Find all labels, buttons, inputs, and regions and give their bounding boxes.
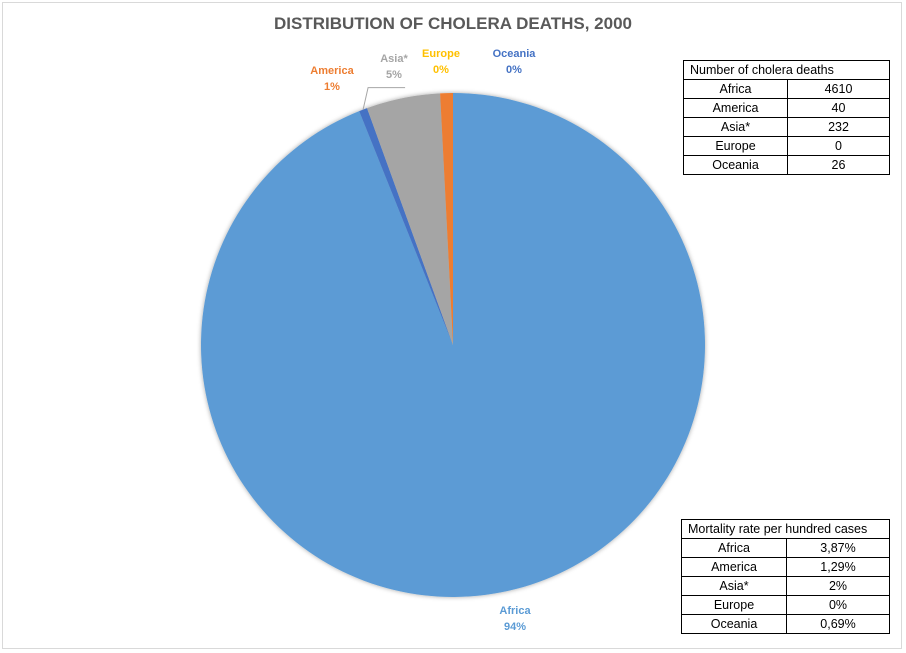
slice-label-asia: Asia* 5% — [380, 53, 408, 81]
table-row: Asia* 2% — [680, 576, 890, 596]
table-row: Europe 0 — [683, 136, 890, 156]
table-cell-value: 232 — [787, 117, 890, 137]
slice-label-percent: 5% — [386, 69, 402, 81]
leader-line-oceania — [362, 87, 406, 110]
slice-label-name: Africa — [499, 605, 531, 617]
table-cell-region: Oceania — [683, 155, 788, 175]
deaths-table: Number of cholera deaths Africa 4610 Ame… — [683, 60, 890, 175]
leader-lines — [362, 87, 406, 110]
table-cell-region: Africa — [683, 79, 788, 99]
table-row: Europe 0% — [680, 595, 890, 615]
table-cell-region: Europe — [680, 595, 788, 615]
slice-label-name: Oceania — [493, 48, 537, 60]
slice-label-percent: 0% — [433, 64, 449, 76]
table-row: Africa 4610 — [683, 79, 890, 99]
slice-label-america: America 1% — [310, 65, 354, 93]
pie-slice-oceania — [359, 108, 453, 345]
table-cell-value: 4610 — [787, 79, 890, 99]
mortality-table-header: Mortality rate per hundred cases — [681, 519, 890, 539]
table-cell-value: 3,87% — [786, 538, 890, 558]
table-cell-region: Asia* — [683, 117, 788, 137]
table-row: Africa 3,87% — [680, 538, 890, 558]
slice-label-name: Asia* — [380, 53, 408, 65]
table-row: Oceania 26 — [683, 155, 890, 175]
slice-label-name: America — [310, 65, 354, 77]
pie-slices — [201, 93, 706, 597]
slice-label-oceania: Oceania 0% — [493, 48, 537, 76]
table-row: Oceania 0,69% — [680, 614, 890, 634]
table-cell-region: Europe — [683, 136, 788, 156]
table-header-row: Mortality rate per hundred cases — [681, 519, 890, 539]
slice-label-africa: Africa 94% — [499, 605, 531, 633]
pie-slice-america — [440, 93, 453, 345]
deaths-table-header: Number of cholera deaths — [683, 60, 890, 80]
slice-label-name: Europe — [422, 48, 460, 60]
slice-labels: Africa 94%America 1%Asia* 5%Europe 0%Oceania… — [310, 48, 536, 633]
slice-label-europe: Europe 0% — [422, 48, 460, 76]
chart-title: DISTRIBUTION OF CHOLERA DEATHS, 2000 — [274, 14, 632, 33]
slice-label-percent: 0% — [506, 64, 522, 76]
table-row: Asia* 232 — [683, 117, 890, 137]
table-cell-region: America — [683, 98, 788, 118]
table-cell-value: 26 — [787, 155, 890, 175]
table-cell-region: Africa — [680, 538, 788, 558]
slice-label-percent: 94% — [504, 621, 526, 633]
table-cell-region: Asia* — [680, 576, 788, 596]
table-header-row: Number of cholera deaths — [683, 60, 890, 80]
pie-slice-asia — [367, 93, 453, 346]
table-cell-region: Oceania — [680, 614, 788, 634]
table-row: America 1,29% — [680, 557, 890, 577]
table-cell-value: 2% — [786, 576, 890, 596]
table-cell-value: 1,29% — [786, 557, 890, 577]
table-cell-value: 40 — [787, 98, 890, 118]
table-row: America 40 — [683, 98, 890, 118]
mortality-table: Mortality rate per hundred cases Africa … — [680, 519, 890, 634]
table-cell-value: 0,69% — [786, 614, 890, 634]
slice-label-percent: 1% — [324, 81, 340, 93]
table-cell-region: America — [680, 557, 788, 577]
table-cell-value: 0 — [787, 136, 890, 156]
table-cell-value: 0% — [786, 595, 890, 615]
